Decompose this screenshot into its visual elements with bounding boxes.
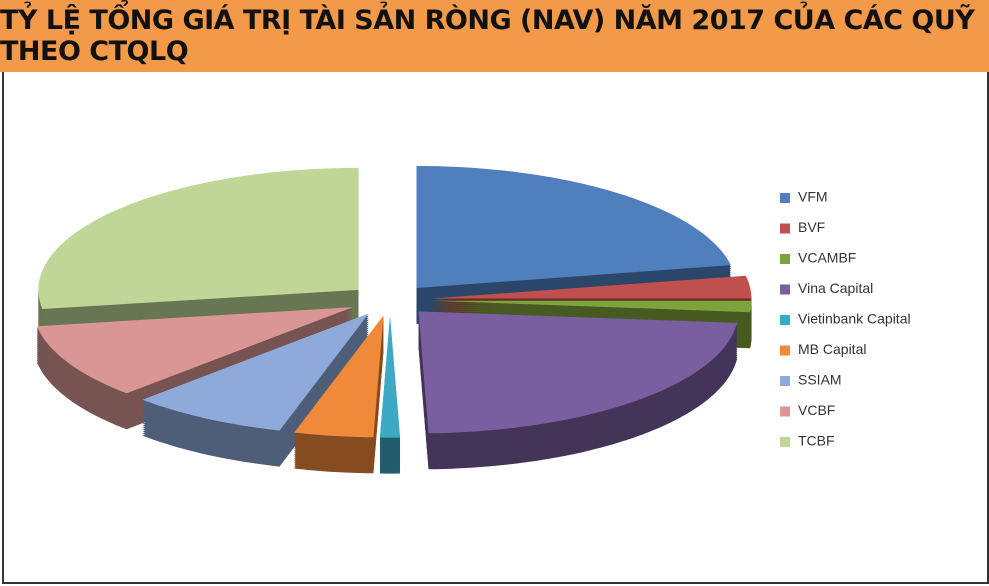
legend-swatch [780, 406, 790, 417]
legend-label: MB Capital [798, 341, 866, 357]
legend-label: VCAMBF [798, 250, 856, 266]
slice [418, 311, 738, 434]
slice [416, 166, 731, 288]
legend-label: VCBF [798, 402, 835, 418]
slice [431, 275, 752, 299]
slice [431, 300, 752, 313]
legend-label: Vina Capital [798, 280, 873, 296]
slice [36, 307, 353, 394]
chart-title: TỶ LỆ TỔNG GIÁ TRỊ TÀI SẢN RÒNG (NAV) NĂ… [0, 0, 989, 72]
chart-frame [2, 72, 989, 584]
legend-swatch [780, 437, 790, 447]
legend-label: Vietinbank Capital [798, 311, 911, 327]
legend-swatch [780, 254, 790, 264]
legend-swatch [780, 315, 790, 325]
slice [38, 167, 359, 309]
legend-label: VFM [798, 189, 828, 205]
legend-swatch [780, 223, 790, 234]
legend-label: SSIAM [798, 372, 842, 388]
legend-label: BVF [798, 219, 825, 235]
slice [142, 313, 369, 431]
slice [379, 315, 401, 438]
slice [294, 315, 384, 438]
legend-label: TCBF [798, 433, 835, 449]
legend-swatch [780, 284, 790, 295]
legend-swatch [780, 376, 790, 386]
legend-swatch [780, 345, 790, 356]
legend-swatch [780, 193, 790, 203]
